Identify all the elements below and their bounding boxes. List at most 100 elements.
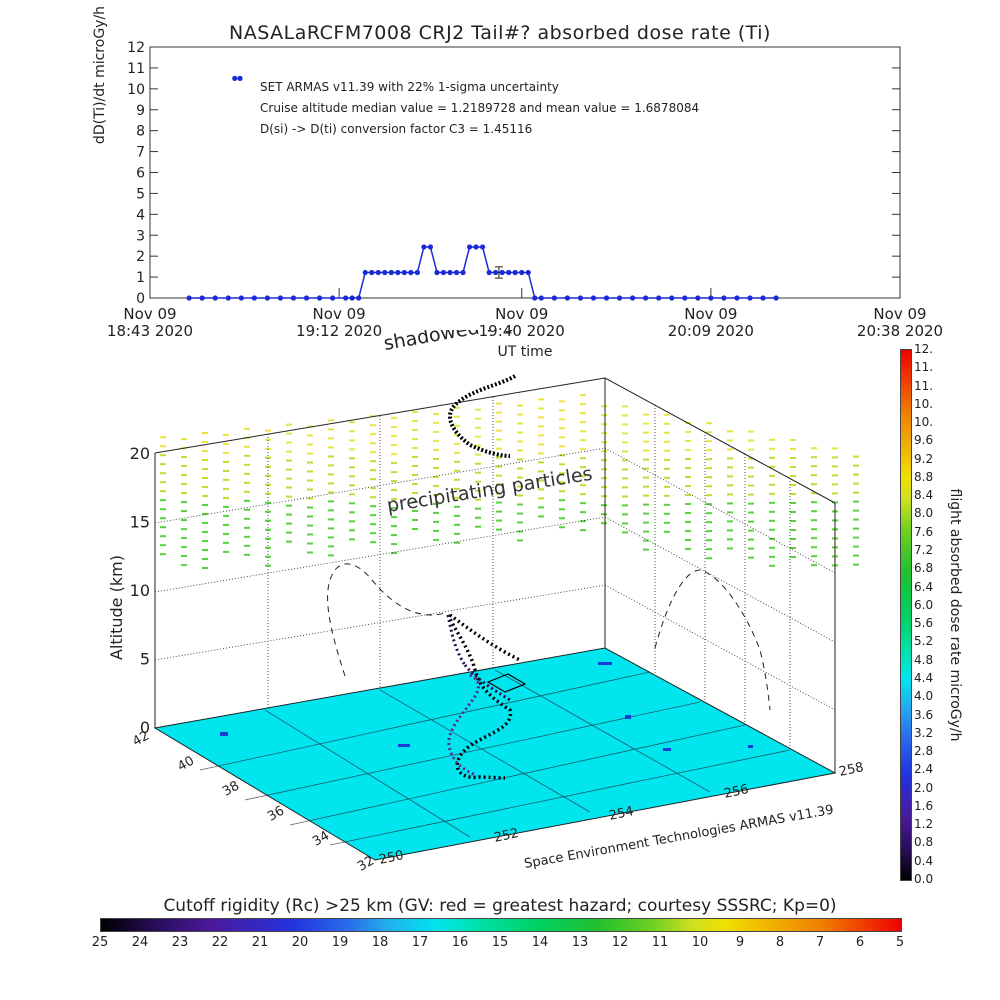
- latitude-tick-label: 36: [265, 803, 287, 824]
- colorbar-tick-label: 2.8: [914, 744, 934, 759]
- colorbar-tick-label: 2.4: [914, 762, 934, 777]
- dose-point: [251, 295, 257, 301]
- colorbar-tick-label: 8.8: [914, 469, 934, 484]
- dose-point: [473, 244, 479, 250]
- y-tick-label: 6: [136, 166, 145, 182]
- y-tick-label: 3: [136, 228, 145, 244]
- colorbar-tick-label: 11.: [914, 378, 934, 393]
- colorbar-tick-label: 6.0: [914, 597, 934, 612]
- y-tick-label: 4: [136, 207, 145, 223]
- longitude-tick-label: 252: [493, 826, 520, 846]
- latitude-tick-label: 34: [310, 828, 332, 849]
- dose-point: [760, 295, 766, 301]
- dose-series-line: [189, 246, 777, 299]
- rigidity-tick-label: 17: [411, 935, 429, 950]
- dose-point: [388, 269, 394, 276]
- altitude-tick-label: 0: [140, 718, 150, 737]
- y-tick-label: 1: [136, 270, 145, 286]
- box-top-right-edge: [604, 377, 836, 504]
- dose-point: [564, 295, 570, 301]
- rigidity-tick-label: 20: [291, 935, 309, 950]
- altitude-tick-label: 15: [130, 513, 150, 532]
- dose-point: [460, 269, 466, 276]
- dose-point: [506, 269, 512, 276]
- annotation-2: Cruise altitude median value = 1.2189728…: [260, 101, 700, 115]
- altitude-tick-label: 20: [130, 444, 150, 463]
- dose-point: [349, 295, 355, 301]
- rigidity-colorbar: [100, 918, 902, 932]
- rigidity-tick-label: 23: [171, 935, 189, 950]
- colorbar-tick-label: 9.2: [914, 451, 934, 466]
- colorbar-tick-label: 0.4: [914, 853, 934, 868]
- rigidity-tick-label: 8: [775, 935, 785, 950]
- dose-point: [290, 295, 297, 301]
- rigidity-tick-label: 13: [571, 935, 589, 950]
- colorbar-tick-label: 10.: [914, 396, 934, 411]
- y-tick-label: 12: [127, 40, 145, 56]
- annotation-1: SET ARMAS v11.39 with 22% 1-sigma uncert…: [260, 80, 559, 94]
- dose-point: [480, 244, 486, 250]
- box-top-back-edge: [154, 377, 606, 454]
- rigidity-tick-label: 16: [451, 935, 469, 950]
- dose-point: [616, 295, 623, 301]
- rigidity-tick-label: 18: [371, 935, 389, 950]
- y-axis-label: dD(Ti)/dt microGy/h: [92, 5, 108, 145]
- dose-point: [343, 295, 349, 301]
- colorbar-title: flight absorbed dose rate microGy/h: [947, 488, 963, 742]
- rigidity-tick-label: 24: [131, 935, 149, 950]
- rigidity-tick-label: 19: [331, 935, 349, 950]
- x-axis-label: UT time: [497, 344, 553, 360]
- altitude-axis-label: Altitude (km): [107, 555, 126, 660]
- dose-point: [434, 269, 440, 276]
- dose-point: [375, 269, 381, 276]
- y-tick-label: 5: [136, 186, 145, 202]
- colorbar-tick-label: 1.2: [914, 817, 934, 832]
- colorbar-tick-label: 4.8: [914, 652, 934, 667]
- shadowed-label: shadowed flight path: [382, 330, 583, 355]
- rigidity-tick-label: 9: [735, 935, 745, 950]
- colorbar-tick-label: 9.6: [914, 433, 934, 448]
- dose-point: [682, 295, 688, 301]
- rigidity-tick-label: 6: [855, 935, 865, 950]
- y-tick-label: 11: [127, 61, 145, 77]
- dose-point: [186, 295, 192, 301]
- latitude-tick-label: 32: [355, 853, 377, 874]
- longitude-tick-label: 256: [723, 782, 750, 802]
- latitude-tick-label: 40: [175, 753, 197, 774]
- dose-point: [747, 295, 753, 301]
- dose-point: [603, 295, 610, 301]
- dose-point: [330, 295, 336, 301]
- flight-3d-view: 0 5 10 15 20 42 40 38 36 34 32 250 252 254 256 258 sh…: [107, 330, 865, 875]
- colorbar-tick-label: 1.6: [914, 798, 934, 813]
- latitude-tick-label: 42: [130, 728, 152, 749]
- precip-dashes: [160, 394, 859, 569]
- colorbar-tick-label: 4.4: [914, 670, 934, 685]
- longitude-tick-label: 250: [378, 848, 405, 868]
- dose-point: [577, 295, 584, 301]
- dose-point: [382, 269, 388, 276]
- flight-floor-shadow: [447, 673, 480, 777]
- rigidity-tick-label: 10: [691, 935, 709, 950]
- dose-point: [369, 269, 375, 276]
- annotation-3: D(si) -> D(ti) conversion factor C3 = 1.…: [260, 122, 533, 136]
- dose-point: [486, 269, 492, 276]
- dose-colorbar: [900, 349, 912, 881]
- dose-point: [512, 269, 518, 276]
- rigidity-tick-label: 14: [531, 935, 549, 950]
- dose-point: [212, 295, 218, 301]
- dose-point: [264, 295, 270, 301]
- shadow-path-left: [327, 563, 446, 677]
- y-tick-label: 7: [136, 145, 145, 161]
- dose-point: [695, 295, 701, 301]
- dose-point: [466, 244, 473, 250]
- dose-point: [630, 295, 636, 301]
- colorbar-tick-label: 2.0: [914, 780, 934, 795]
- colorbar-tick-label: 6.4: [914, 579, 934, 594]
- dose-point: [499, 269, 505, 276]
- dose-point: [199, 295, 205, 301]
- colorbar-tick-label: 12.: [914, 342, 934, 356]
- colorbar-tick-label: 8.0: [914, 506, 934, 521]
- colorbar-tick-label: 0.8: [914, 835, 934, 850]
- colorbar-tick-label: 3.2: [914, 725, 934, 740]
